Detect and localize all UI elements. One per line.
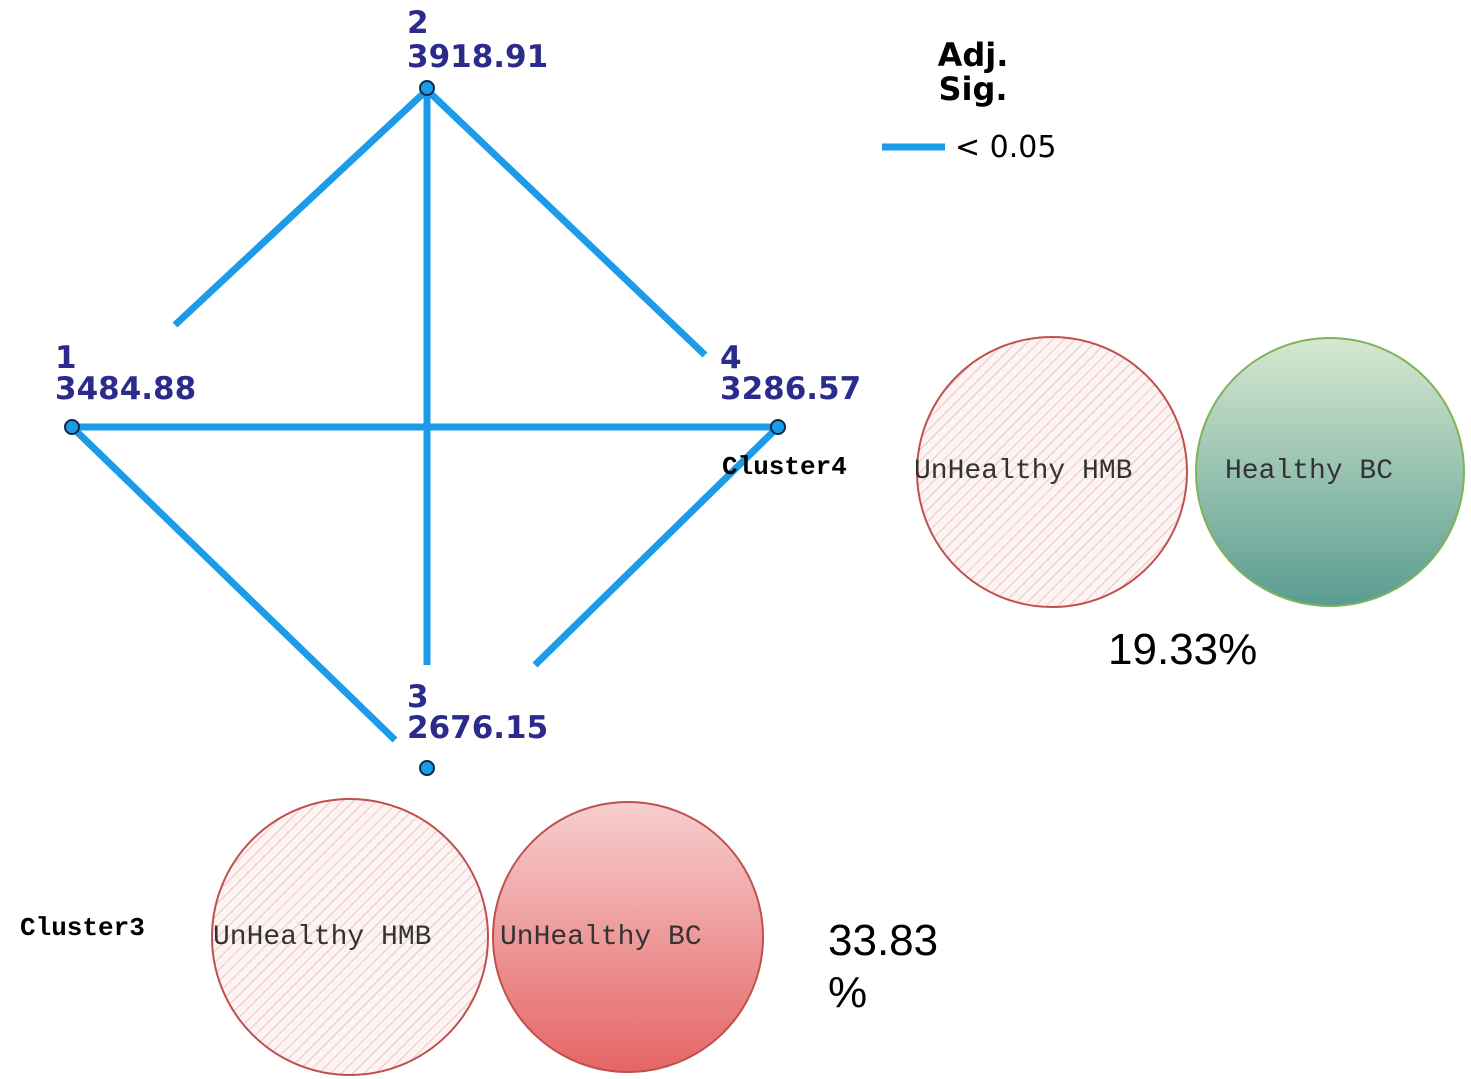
circle-unhealthy [492, 801, 764, 1073]
node-value: 3484.88 [55, 371, 197, 407]
edge [532, 424, 781, 668]
circle-label: Healthy BC [1225, 456, 1394, 487]
node-dot [419, 80, 435, 96]
legend-title: Adj. Sig. [937, 36, 1009, 108]
node-value: 3918.91 [407, 39, 549, 75]
node-id: 4 [720, 340, 742, 376]
circle-hatched [211, 798, 489, 1076]
node-dots [64, 80, 786, 776]
percent: 33.83 % [828, 916, 939, 1017]
node-id: 3 [407, 679, 429, 715]
cluster-label: Cluster4 [722, 452, 847, 482]
percent: 19.33% [1108, 625, 1258, 674]
legend-item: < 0.05 [955, 130, 1057, 165]
node-value: 3286.57 [720, 371, 862, 407]
edges [69, 87, 945, 743]
node-id: 1 [55, 340, 77, 376]
circle-label: UnHealthy BC [500, 922, 702, 953]
node-id: 2 [407, 5, 429, 41]
cluster-label: Cluster3 [20, 913, 145, 943]
node-dot [770, 419, 786, 435]
circle-hatched [916, 336, 1188, 608]
circle-label: UnHealthy HMB [914, 456, 1133, 487]
edge [172, 87, 430, 328]
edge [69, 424, 398, 743]
circle-healthy [1195, 337, 1465, 607]
node-dot [419, 760, 435, 776]
edge [424, 87, 708, 358]
circle-label: UnHealthy HMB [213, 922, 432, 953]
node-dot [64, 419, 80, 435]
node-value: 2676.15 [407, 710, 549, 746]
